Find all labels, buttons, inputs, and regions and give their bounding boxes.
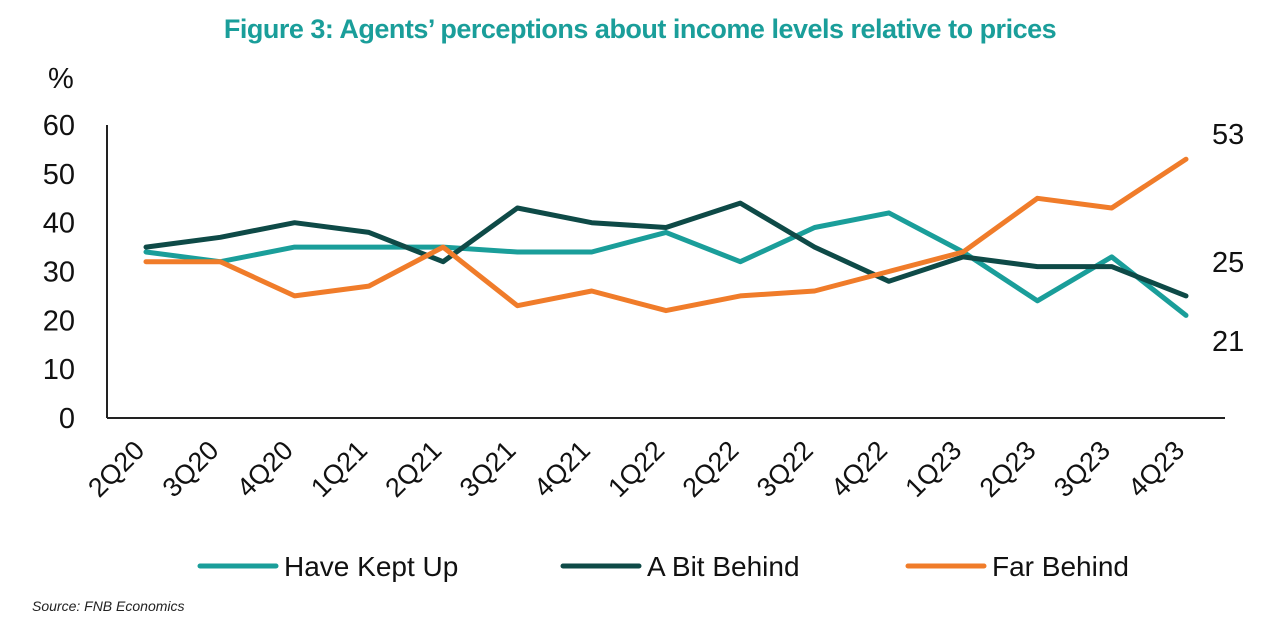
y-tick-label: 10 [43, 354, 75, 386]
series-line-a-bit-behind [143, 200, 1189, 299]
legend-label: A Bit Behind [647, 551, 800, 582]
y-tick-label: 40 [43, 208, 75, 240]
x-tick-label: 1Q22 [602, 435, 670, 503]
x-tick-label: 4Q23 [1122, 435, 1190, 503]
x-tick-label: 2Q20 [82, 435, 150, 503]
x-tick-label: 1Q23 [899, 435, 967, 503]
x-tick-label: 3Q22 [751, 435, 819, 503]
series-line-have-kept-up [143, 210, 1189, 318]
chart-title: Figure 3: Agents’ perceptions about inco… [223, 14, 1057, 44]
x-tick-label: 4Q20 [231, 435, 299, 503]
end-value-label: 25 [1212, 247, 1244, 279]
y-axis-label: % [48, 63, 74, 95]
x-tick-label: 2Q23 [974, 435, 1042, 503]
legend-label: Far Behind [992, 551, 1129, 582]
x-tick-label: 2Q21 [379, 435, 447, 503]
source-note: Source: FNB Economics [32, 598, 185, 614]
x-tick-label: 1Q21 [305, 435, 373, 503]
end-value-label: 53 [1212, 119, 1244, 151]
y-tick-label: 0 [59, 403, 75, 435]
y-tick-label: 20 [43, 305, 75, 337]
legend-label: Have Kept Up [284, 551, 458, 582]
end-value-label: 21 [1212, 326, 1244, 358]
y-tick-label: 50 [43, 159, 75, 191]
y-tick-label: 60 [43, 110, 75, 142]
series-line-far-behind [143, 156, 1189, 314]
x-tick-label: 3Q21 [454, 435, 522, 503]
x-tick-label: 2Q22 [677, 435, 745, 503]
x-tick-label: 3Q20 [157, 435, 225, 503]
y-tick-label: 30 [43, 257, 75, 289]
x-tick-label: 4Q22 [825, 435, 893, 503]
x-tick-label: 3Q23 [1048, 435, 1116, 503]
x-tick-label: 4Q21 [528, 435, 596, 503]
